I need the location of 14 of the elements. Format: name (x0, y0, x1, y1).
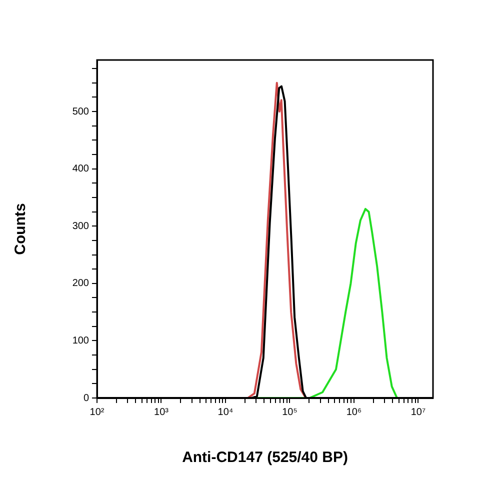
y-tick-label: 200 (72, 278, 90, 290)
y-tick-label: 300 (72, 220, 90, 232)
y-tick-label: 500 (72, 106, 90, 118)
y-tick-label: 0 (83, 392, 90, 404)
x-tick-label: 10⁵ (282, 406, 298, 418)
y-tick-label: 100 (72, 335, 90, 346)
y-tick-label: 400 (72, 164, 90, 175)
x-tick-label: 10⁷ (410, 406, 426, 418)
x-tick-label: 10⁶ (346, 406, 362, 418)
x-axis-title: Anti-CD147 (525/40 BP) (182, 449, 348, 466)
x-tick-label: 10² (90, 406, 105, 418)
x-tick-label: 10³ (154, 406, 170, 418)
y-axis-title: Counts (12, 203, 30, 255)
x-tick-label: 10⁴ (218, 406, 234, 418)
